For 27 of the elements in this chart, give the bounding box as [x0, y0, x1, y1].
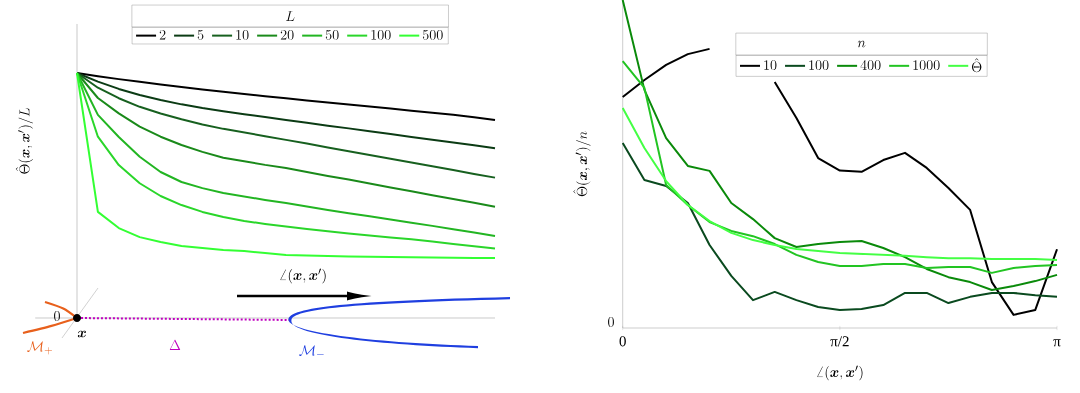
legend-title: $L$: [286, 11, 295, 21]
legend-title: $n$: [857, 40, 866, 48]
legend-label: $100$: [371, 29, 391, 40]
text: $\boldsymbol{x}$: [77, 330, 86, 338]
legend-label: $100$: [809, 60, 829, 71]
legend-label: $500$: [422, 29, 443, 40]
legend-label: $10$: [764, 60, 777, 71]
text: $0$: [54, 311, 60, 321]
legend-label: $400$: [860, 60, 881, 71]
text: $0$: [608, 317, 614, 327]
y-axis-title: $\hat{\Theta}(\boldsymbol{x},\boldsymbol{x}')/n$: [573, 131, 591, 197]
text: $\mathcal{M}_-$: [299, 345, 324, 357]
legend-label: $5$: [197, 29, 204, 40]
x-axis-title: $\angle(\boldsymbol{x},\boldsymbol{x}')$: [817, 365, 863, 381]
legend-label: $\hat{\Theta}$: [972, 58, 982, 73]
x-tick-label: π: [1053, 339, 1061, 347]
x-tick-label: 0: [619, 336, 626, 347]
legend-label: $2$: [159, 29, 166, 40]
legend-label: $1000$: [913, 60, 940, 71]
legend-label: $20$: [280, 29, 294, 40]
annotation: $\angle(\boldsymbol{x},\boldsymbol{x}')$: [280, 268, 326, 284]
text: $\mathcal{M}_+$: [27, 341, 52, 355]
x-tick-label: π/2: [830, 336, 849, 347]
legend-label: $50$: [325, 29, 339, 40]
y-axis-title: $\hat{\Theta}(\boldsymbol{x},\boldsymbol{x}')/L$: [15, 107, 33, 174]
text: $\Delta$: [169, 339, 181, 350]
legend-label: $10$: [236, 29, 249, 40]
